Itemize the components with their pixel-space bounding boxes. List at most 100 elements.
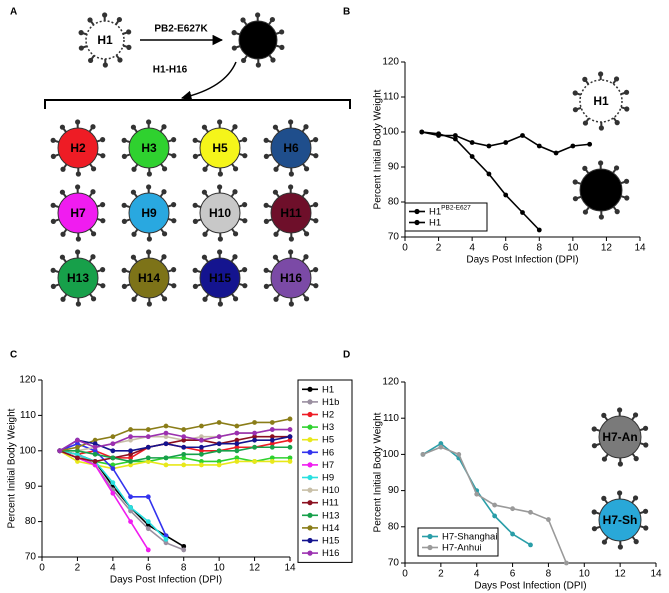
data-point xyxy=(252,420,257,425)
virus-icon xyxy=(121,249,177,307)
spike-head xyxy=(90,166,97,172)
data-point xyxy=(163,434,169,440)
spike-head xyxy=(202,231,208,237)
data-point xyxy=(234,430,240,436)
data-point xyxy=(587,141,593,147)
spike-head xyxy=(50,137,56,143)
spike-head xyxy=(232,254,238,260)
spike-head xyxy=(591,443,598,449)
data-point xyxy=(287,427,293,432)
virus-icon xyxy=(50,249,106,307)
spike-head xyxy=(87,17,93,23)
spike-head xyxy=(146,236,152,242)
data-point xyxy=(216,459,222,464)
y-tick-label: 120 xyxy=(19,375,36,386)
spike-head xyxy=(90,296,97,302)
legend-label: H7 xyxy=(322,459,334,470)
spike-head xyxy=(263,283,269,289)
spike-head xyxy=(572,196,579,202)
y-tick-label: 120 xyxy=(382,57,399,68)
spike-head xyxy=(50,153,56,159)
legend-marker xyxy=(414,219,420,226)
legend-label: H2 xyxy=(322,409,334,420)
virus-body xyxy=(598,415,642,459)
data-point xyxy=(145,547,151,553)
data-point xyxy=(181,451,187,457)
spike-head xyxy=(642,425,649,431)
data-point xyxy=(128,519,133,524)
spike-head xyxy=(303,189,309,195)
legend-marker xyxy=(307,424,313,430)
legend-marker xyxy=(427,533,433,540)
spike-head xyxy=(614,120,620,126)
data-point xyxy=(145,494,151,500)
spike-head xyxy=(582,165,588,171)
y-tick-label: 100 xyxy=(19,445,36,456)
data-point xyxy=(216,420,222,425)
legend-marker xyxy=(307,399,313,405)
legend-name: H2 xyxy=(322,409,334,420)
y-tick-label: 100 xyxy=(382,127,399,138)
data-point xyxy=(145,526,151,532)
spike-head xyxy=(232,189,238,195)
virus-body xyxy=(199,192,241,234)
data-point xyxy=(128,427,133,432)
spike-head xyxy=(242,202,248,208)
virus-body xyxy=(85,20,125,60)
legend-label: H6 xyxy=(322,447,334,458)
spike-head xyxy=(78,45,84,51)
data-point xyxy=(199,451,204,457)
spike-head xyxy=(617,461,623,467)
data-point xyxy=(536,143,542,149)
spike-head xyxy=(623,178,630,184)
spike-head xyxy=(232,166,239,172)
x-tick-label: 14 xyxy=(284,563,296,574)
spike-head xyxy=(100,153,106,159)
data-point xyxy=(287,444,293,450)
spike-head xyxy=(75,301,81,307)
spike-head xyxy=(202,166,208,172)
x-tick-label: 14 xyxy=(634,243,646,254)
legend-label: H9 xyxy=(322,472,334,483)
spike-head xyxy=(601,412,607,418)
spike-head xyxy=(121,153,127,159)
legend-label: H11 xyxy=(322,497,339,508)
spike-head xyxy=(192,283,198,289)
spike-head xyxy=(273,231,279,237)
virus-icon xyxy=(263,184,319,242)
x-tick-label: 8 xyxy=(546,569,552,580)
data-point xyxy=(75,437,80,443)
spike-head xyxy=(231,30,237,36)
spike-head xyxy=(100,267,106,273)
spike-head xyxy=(255,62,261,68)
virus-icon xyxy=(591,490,649,550)
spike-head xyxy=(613,76,620,82)
subtype-label: H11 xyxy=(280,206,302,220)
spike-head xyxy=(601,495,607,501)
series-line xyxy=(59,450,149,551)
data-point xyxy=(128,437,133,443)
data-point xyxy=(287,459,293,464)
spike-head xyxy=(100,137,106,143)
spike-head xyxy=(242,218,248,224)
x-tick-label: 12 xyxy=(249,563,261,574)
spike-head xyxy=(146,249,152,255)
spike-head xyxy=(202,296,208,302)
legend-label: H1 xyxy=(429,217,441,228)
data-point xyxy=(269,459,275,464)
legend-name: H14 xyxy=(322,522,339,533)
virus-icon xyxy=(121,184,177,242)
data-point xyxy=(145,427,151,432)
spike-head xyxy=(591,509,597,515)
data-point xyxy=(452,136,458,142)
virus-body xyxy=(128,257,170,299)
spike-head xyxy=(288,184,294,190)
virus-icon xyxy=(192,184,248,242)
x-tick-label: 2 xyxy=(75,563,81,574)
series-line xyxy=(59,446,290,463)
spike-head xyxy=(50,202,56,208)
x-tick-label: 4 xyxy=(110,563,116,574)
spike-head xyxy=(614,209,620,215)
x-tick-label: 6 xyxy=(146,563,152,574)
legend-marker xyxy=(307,487,313,493)
